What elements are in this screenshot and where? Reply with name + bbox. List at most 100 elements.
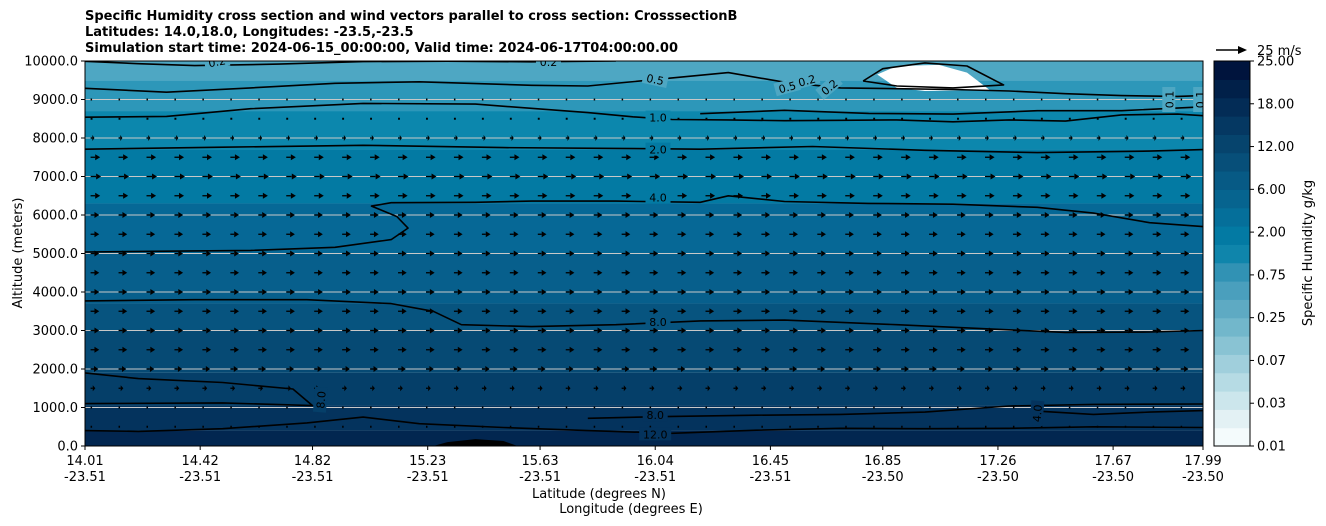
wind-vector bbox=[202, 308, 212, 315]
wind-vector bbox=[202, 154, 212, 161]
wind-vector bbox=[202, 250, 212, 257]
wind-vector bbox=[649, 308, 659, 315]
wind-vector bbox=[901, 425, 903, 428]
wind-vector bbox=[984, 212, 994, 218]
wind-vector bbox=[677, 231, 687, 238]
wind-vector bbox=[174, 425, 176, 428]
wind-vector bbox=[901, 98, 903, 101]
wind-vector bbox=[258, 406, 260, 409]
wind-vector bbox=[370, 135, 374, 141]
wind-vector bbox=[593, 269, 603, 276]
contour-line-9 bbox=[1042, 409, 1203, 416]
wind-vector bbox=[984, 346, 994, 353]
wind-vector bbox=[453, 406, 456, 409]
wind-vector bbox=[174, 346, 184, 353]
wind-vector bbox=[398, 366, 406, 372]
wind-vector bbox=[929, 425, 931, 428]
quiver-key-label: 25 m/s bbox=[1257, 44, 1302, 59]
quiver-key: 25 m/s bbox=[1216, 44, 1302, 59]
wind-vector bbox=[537, 327, 547, 334]
wind-vector bbox=[398, 308, 407, 315]
wind-vector bbox=[677, 406, 680, 409]
wind-vector bbox=[1152, 173, 1164, 180]
wind-vector bbox=[705, 366, 714, 372]
wind-vector bbox=[845, 406, 847, 409]
wind-vector bbox=[845, 346, 854, 353]
wind-vector bbox=[537, 231, 547, 238]
wind-vector bbox=[370, 366, 378, 372]
wind-vector bbox=[1180, 366, 1189, 372]
wind-vector bbox=[1124, 98, 1127, 101]
wind-vector bbox=[509, 289, 519, 295]
humidity-band-5 bbox=[85, 253, 1203, 304]
wind-vector bbox=[1040, 98, 1043, 101]
wind-vector bbox=[286, 117, 289, 120]
wind-vector bbox=[677, 346, 687, 353]
wind-vector bbox=[873, 425, 875, 428]
wind-vector bbox=[118, 289, 128, 295]
wind-vector bbox=[929, 289, 938, 295]
colorbar-swatch-8 bbox=[1214, 281, 1250, 300]
colorbar-tick-label-6: 6.00 bbox=[1257, 183, 1286, 198]
wind-vector bbox=[705, 192, 716, 199]
wind-vector bbox=[761, 308, 771, 315]
wind-vector bbox=[565, 250, 575, 257]
wind-vector bbox=[705, 212, 715, 218]
wind-vector bbox=[118, 346, 128, 353]
wind-vector bbox=[370, 327, 379, 334]
wind-vector bbox=[1152, 269, 1162, 276]
wind-vector bbox=[817, 98, 819, 101]
wind-vector bbox=[118, 212, 128, 218]
contour-line-10 bbox=[85, 416, 1203, 435]
wind-vector bbox=[90, 135, 95, 141]
wind-vector bbox=[174, 212, 184, 218]
colorbar-swatch-12 bbox=[1214, 207, 1250, 227]
wind-vector bbox=[1152, 250, 1162, 257]
wind-vector bbox=[901, 212, 910, 218]
wind-vector bbox=[453, 308, 463, 315]
wind-vector bbox=[314, 98, 316, 101]
wind-vector bbox=[929, 385, 934, 392]
wind-vector bbox=[286, 173, 297, 180]
wind-vector bbox=[258, 117, 261, 120]
svg-text:8.0: 8.0 bbox=[649, 316, 667, 329]
wind-vector bbox=[593, 366, 602, 372]
wind-vector bbox=[1012, 192, 1023, 199]
wind-vector bbox=[118, 406, 121, 409]
wind-vector bbox=[1180, 117, 1183, 120]
wind-vector bbox=[621, 250, 631, 257]
wind-vector bbox=[1180, 346, 1190, 353]
wind-vector bbox=[453, 250, 463, 257]
wind-vector bbox=[314, 346, 323, 353]
wind-vector bbox=[845, 98, 847, 101]
wind-vector bbox=[565, 117, 568, 120]
wind-vector bbox=[677, 98, 680, 101]
wind-vector bbox=[174, 154, 185, 161]
wind-vector bbox=[509, 308, 519, 315]
wind-vector bbox=[118, 269, 128, 276]
wind-vector bbox=[677, 192, 688, 199]
wind-vector bbox=[789, 425, 791, 428]
wind-vector bbox=[733, 385, 739, 392]
wind-vector bbox=[537, 269, 547, 276]
wind-vector bbox=[929, 366, 937, 372]
wind-vector bbox=[1012, 289, 1022, 295]
wind-vector bbox=[817, 212, 826, 218]
wind-vector bbox=[761, 385, 767, 392]
wind-vector bbox=[901, 173, 912, 180]
wind-vector bbox=[509, 366, 518, 372]
wind-vector bbox=[146, 192, 157, 199]
wind-vector bbox=[677, 212, 687, 218]
wind-vector bbox=[733, 406, 735, 409]
wind-vector bbox=[1180, 269, 1190, 276]
contour-line-2 bbox=[85, 102, 1203, 123]
x-tick-lon-10: -23.50 bbox=[1182, 470, 1224, 485]
wind-vector bbox=[677, 366, 686, 372]
wind-vector bbox=[649, 289, 659, 295]
wind-vector bbox=[398, 250, 407, 257]
wind-vector bbox=[314, 135, 319, 141]
wind-vector bbox=[845, 308, 854, 315]
contour-lines bbox=[85, 61, 1203, 435]
svg-text:0.5: 0.5 bbox=[645, 72, 665, 88]
wind-vector bbox=[957, 231, 966, 238]
